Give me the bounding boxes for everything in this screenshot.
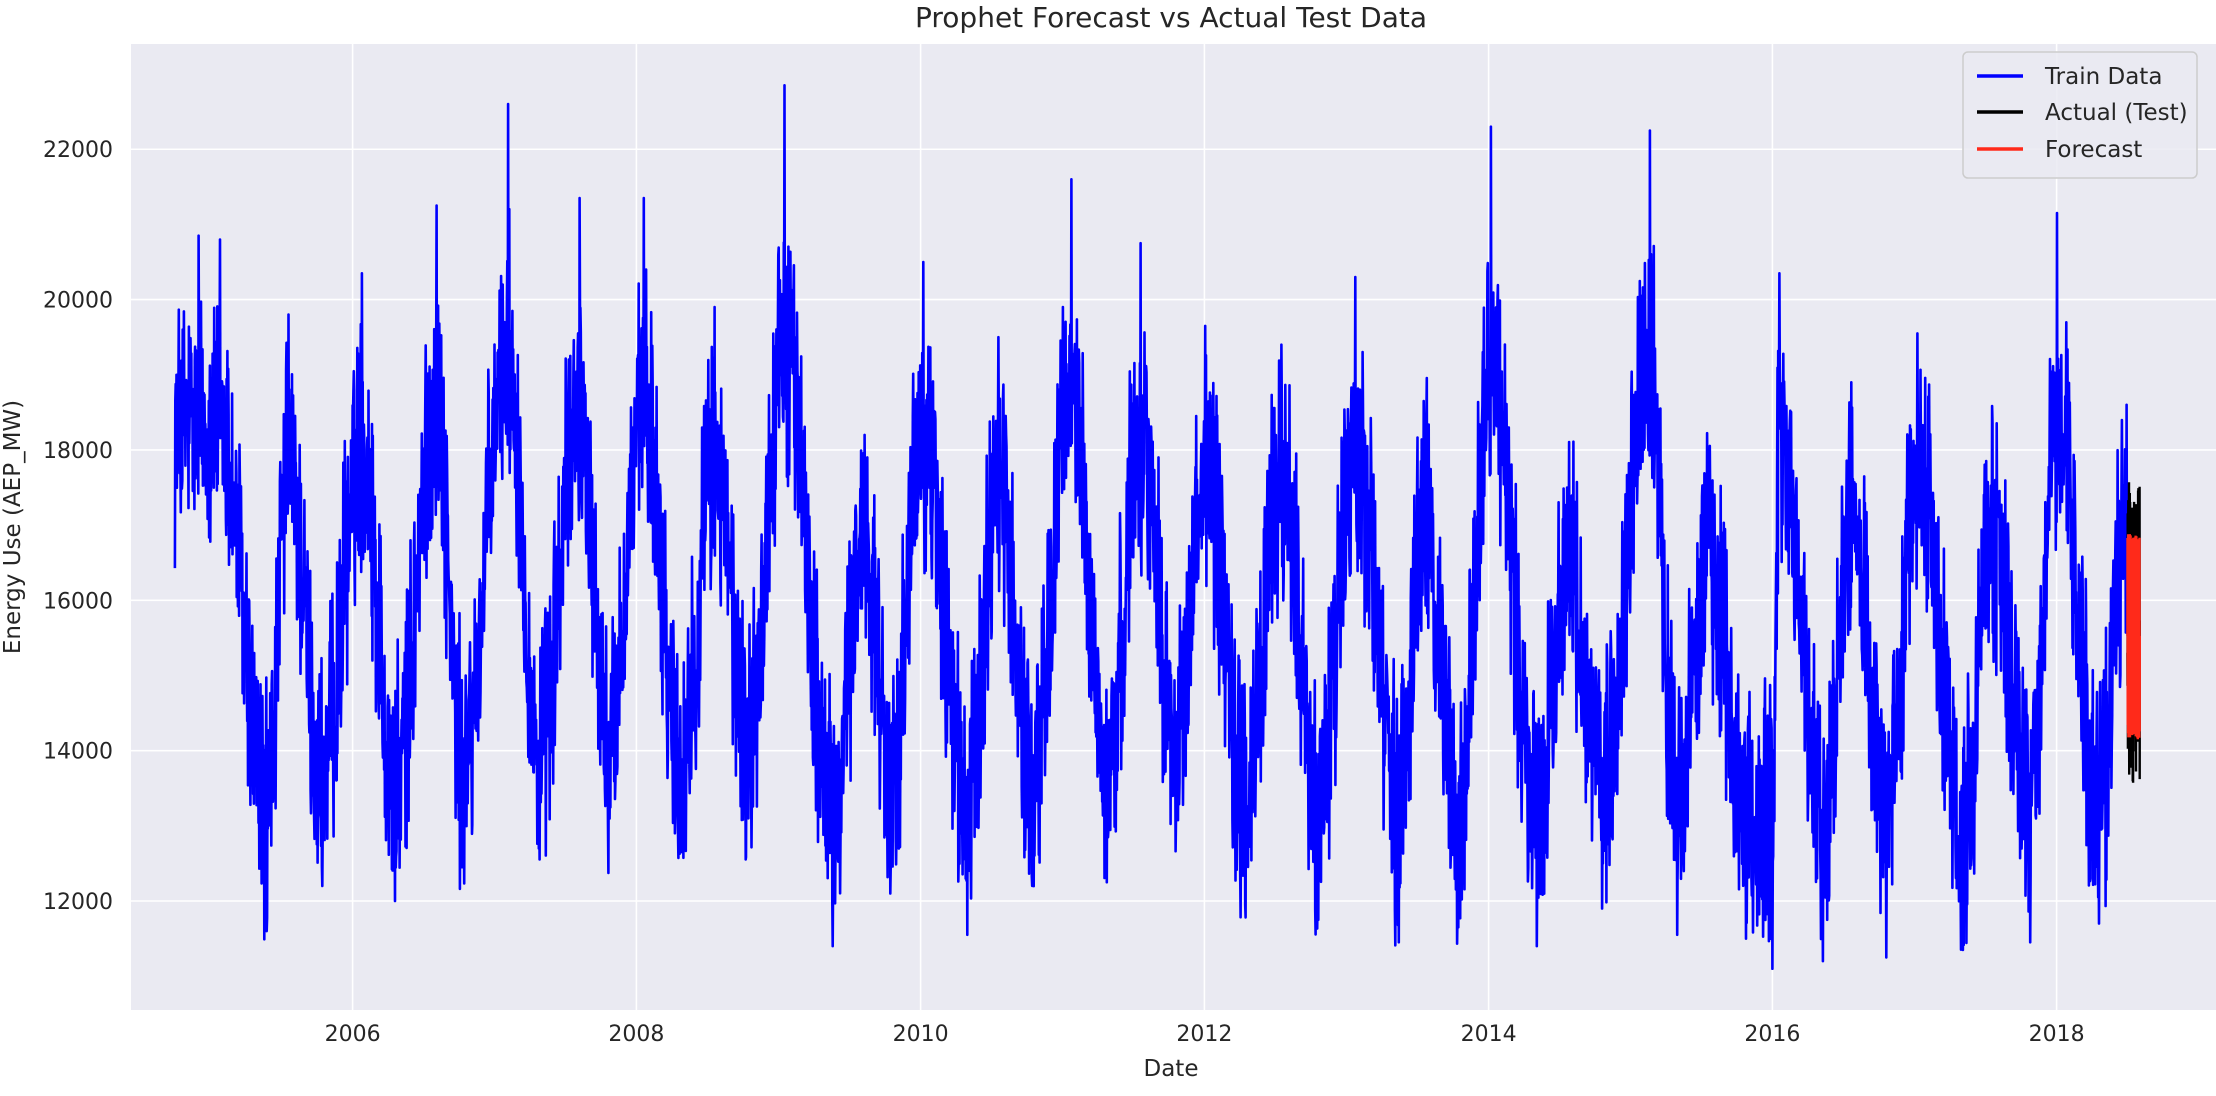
- x-tick-label: 2010: [893, 1022, 949, 1047]
- legend-label-actual: Actual (Test): [2045, 100, 2188, 126]
- y-tick-label: 18000: [43, 439, 113, 464]
- tick-labels: 2006 2008 2010 2012 2014 2016 2018 12000 14000 16…: [43, 138, 2085, 1047]
- legend-label-train: Train Data: [2044, 64, 2162, 90]
- x-tick-label: 2018: [2029, 1022, 2085, 1047]
- chart-title: Prophet Forecast vs Actual Test Data: [915, 1, 1427, 34]
- plot-background: [131, 44, 2216, 1010]
- legend: Train Data Actual (Test) Forecast: [1962, 51, 2198, 179]
- legend-box: [1962, 51, 2198, 179]
- x-tick-label: 2006: [325, 1022, 381, 1047]
- y-tick-label: 22000: [43, 138, 113, 163]
- series-line-train: [173, 84, 2129, 971]
- y-tick-label: 12000: [43, 890, 113, 915]
- x-tick-label: 2012: [1176, 1022, 1232, 1047]
- y-tick-label: 20000: [43, 289, 113, 314]
- y-tick-label: 16000: [43, 589, 113, 614]
- y-tick-label: 14000: [43, 740, 113, 765]
- x-tick-label: 2008: [608, 1022, 664, 1047]
- legend-label-forecast: Forecast: [2045, 137, 2142, 163]
- series-line-forecast: [2126, 534, 2142, 740]
- series-layer: [173, 84, 2142, 971]
- x-tick-label: 2016: [1744, 1022, 1800, 1047]
- x-axis-label: Date: [1144, 1056, 1199, 1082]
- y-axis-label: Energy Use (AEP_MW): [0, 400, 26, 654]
- x-tick-label: 2014: [1461, 1022, 1517, 1047]
